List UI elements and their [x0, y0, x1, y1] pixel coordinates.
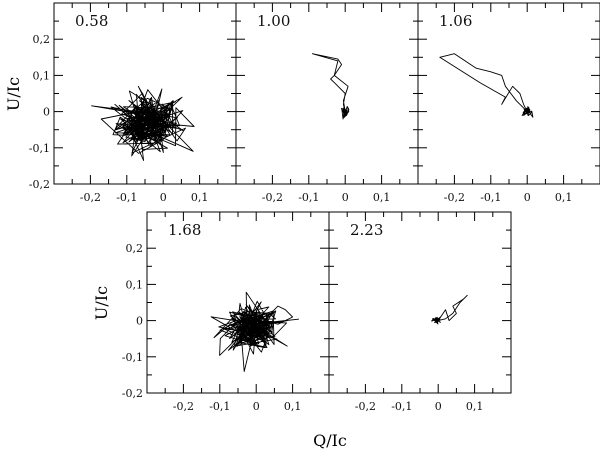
panel-5: -0,2 -0,1 0 0,1 2.23	[328, 211, 512, 413]
trace-group	[91, 85, 195, 161]
x-tick-label: -0,2	[444, 191, 465, 204]
trace-group	[210, 291, 299, 372]
panel-frame	[235, 2, 419, 185]
panel-4: -0,2 -0,1 0 0,1 -0,2 -0,1 0 0,1 0,2 1.68	[122, 211, 330, 413]
x-tick-label: 0,1	[284, 400, 302, 413]
x-tick-label: -0,1	[298, 191, 319, 204]
x-tick-label: 0	[160, 191, 167, 204]
ticks	[329, 212, 511, 394]
cluster-trace	[210, 291, 299, 372]
y-axis-label-top: U/Ic	[4, 77, 23, 111]
excursion-trace	[263, 305, 294, 325]
x-tick-label: -0,1	[391, 400, 412, 413]
x-tick-label: -0,2	[262, 191, 283, 204]
x-tick-label: -0,2	[355, 400, 376, 413]
x-tick-label: -0,2	[80, 191, 101, 204]
ticks	[147, 212, 329, 394]
panel-2: -0,2 -0,1 0 0,1 1.00	[235, 2, 419, 204]
panel-frame	[417, 2, 600, 185]
x-tick-label: 0,1	[466, 400, 484, 413]
panel-frame	[146, 211, 330, 394]
panel-frame	[328, 211, 512, 394]
y-tick-label: -0,2	[122, 387, 143, 400]
panel-3: -0,2 -0,1 0 0,1 1.06	[417, 2, 600, 204]
panel-frame	[53, 2, 237, 185]
y-tick-label: 0,1	[33, 69, 51, 82]
x-axis-label: Q/Ic	[313, 431, 347, 450]
ticks	[54, 3, 236, 185]
x-tick-label: -0,1	[116, 191, 137, 204]
y-tick-label: 0	[136, 315, 143, 328]
cluster-trace	[521, 106, 534, 118]
x-tick-label: 0	[253, 400, 260, 413]
x-tick-label: -0,1	[209, 400, 230, 413]
y-tick-label: 0,1	[126, 278, 144, 291]
cluster-trace	[431, 316, 442, 325]
x-tick-label: 0,1	[555, 191, 573, 204]
cluster-trace	[340, 106, 350, 120]
x-tick-label: 0	[342, 191, 349, 204]
panel-label: 1.00	[257, 12, 290, 30]
y-tick-label: 0,2	[33, 33, 51, 46]
panel-label: 1.06	[439, 12, 472, 30]
x-tick-label: 0,1	[191, 191, 209, 204]
panel-1: -0,2 -0,1 0 0,1 -0,2 -0,1 0 0,1 0,2 0.58	[29, 2, 237, 204]
trace-group	[311, 53, 350, 120]
y-tick-label: -0,1	[29, 142, 50, 155]
x-tick-label: 0,1	[373, 191, 391, 204]
excursion-trace	[437, 294, 468, 322]
excursion-trace	[439, 53, 528, 112]
ticks	[236, 3, 418, 185]
panel-label: 1.68	[168, 221, 201, 239]
trace-group	[439, 53, 534, 118]
y-tick-label: 0,2	[126, 242, 144, 255]
x-tick-label: 0	[435, 400, 442, 413]
x-tick-label: 0	[524, 191, 531, 204]
x-tick-label: -0,1	[480, 191, 501, 204]
y-tick-label: -0,1	[122, 351, 143, 364]
cluster-trace	[91, 85, 195, 161]
x-tick-label: -0,2	[173, 400, 194, 413]
panel-label: 2.23	[350, 221, 383, 239]
trace-group	[431, 294, 468, 325]
y-tick-label: 0	[43, 106, 50, 119]
ticks	[418, 3, 600, 185]
y-tick-label: -0,2	[29, 178, 50, 191]
excursion-trace	[311, 53, 349, 112]
panel-label: 0.58	[75, 12, 108, 30]
y-axis-label-bottom: U/Ic	[92, 286, 111, 320]
